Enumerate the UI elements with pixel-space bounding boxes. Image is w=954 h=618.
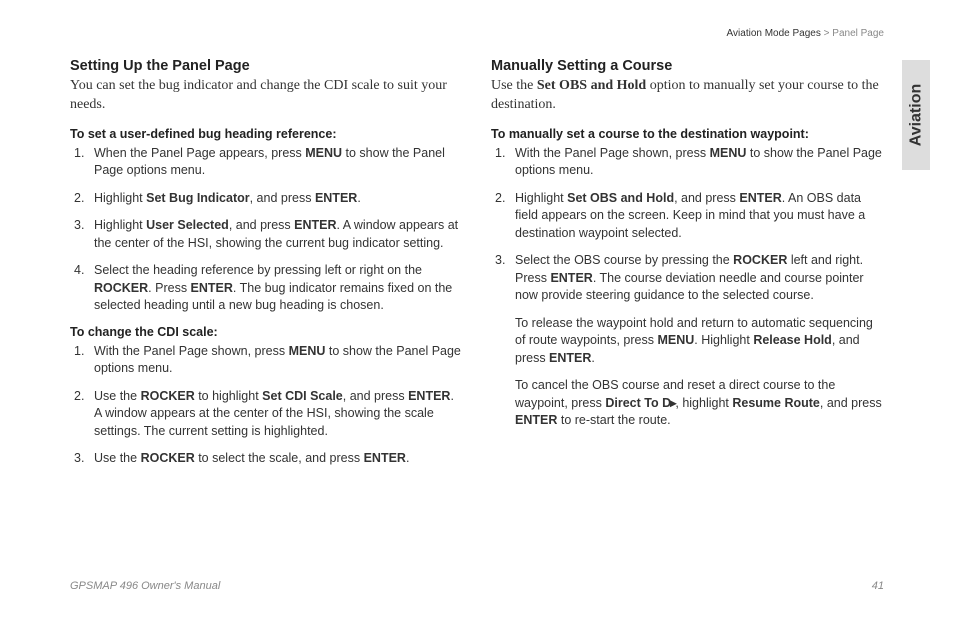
list-item: Highlight Set Bug Indicator, and press E… (70, 190, 463, 208)
list-item: Use the ROCKER to highlight Set CDI Scal… (70, 388, 463, 441)
list-item: Highlight Set OBS and Hold, and press EN… (491, 190, 884, 243)
list-item: With the Panel Page shown, press MENU to… (491, 145, 884, 180)
left-column: Setting Up the Panel Page You can set th… (70, 58, 463, 478)
manual-page: Aviation Mode Pages > Panel Page Aviatio… (0, 0, 954, 618)
section-tab-label: Aviation (907, 84, 925, 147)
list-item: With the Panel Page shown, press MENU to… (70, 343, 463, 378)
left-intro: You can set the bug indicator and change… (70, 77, 463, 115)
list-item: Highlight User Selected, and press ENTER… (70, 217, 463, 252)
section-tab: Aviation (902, 60, 930, 170)
direct-to-icon: D▸ (662, 396, 675, 410)
right-para-2: To cancel the OBS course and reset a dir… (491, 377, 884, 430)
list-item: Select the heading reference by pressing… (70, 262, 463, 315)
left-subhead-1: To set a user-defined bug heading refere… (70, 127, 463, 141)
right-title: Manually Setting a Course (491, 58, 884, 74)
list-item: When the Panel Page appears, press MENU … (70, 145, 463, 180)
left-list-1: When the Panel Page appears, press MENU … (70, 145, 463, 315)
right-subhead-1: To manually set a course to the destinat… (491, 127, 884, 141)
left-list-2: With the Panel Page shown, press MENU to… (70, 343, 463, 468)
content-columns: Setting Up the Panel Page You can set th… (70, 58, 884, 478)
list-item: Use the ROCKER to select the scale, and … (70, 450, 463, 468)
right-list-1: With the Panel Page shown, press MENU to… (491, 145, 884, 305)
right-intro: Use the Set OBS and Hold option to manua… (491, 77, 884, 115)
breadcrumb-first: Aviation Mode Pages (727, 28, 821, 39)
left-title: Setting Up the Panel Page (70, 58, 463, 74)
list-item: Select the OBS course by pressing the RO… (491, 252, 884, 305)
footer-page-number: 41 (872, 580, 884, 592)
right-column: Manually Setting a Course Use the Set OB… (491, 58, 884, 478)
breadcrumb-second: Panel Page (832, 28, 884, 39)
right-para-1: To release the waypoint hold and return … (491, 315, 884, 368)
left-subhead-2: To change the CDI scale: (70, 325, 463, 339)
breadcrumb: Aviation Mode Pages > Panel Page (727, 28, 884, 39)
page-footer: GPSMAP 496 Owner's Manual 41 (70, 580, 884, 592)
footer-manual-title: GPSMAP 496 Owner's Manual (70, 580, 220, 592)
breadcrumb-sep: > (824, 28, 833, 39)
